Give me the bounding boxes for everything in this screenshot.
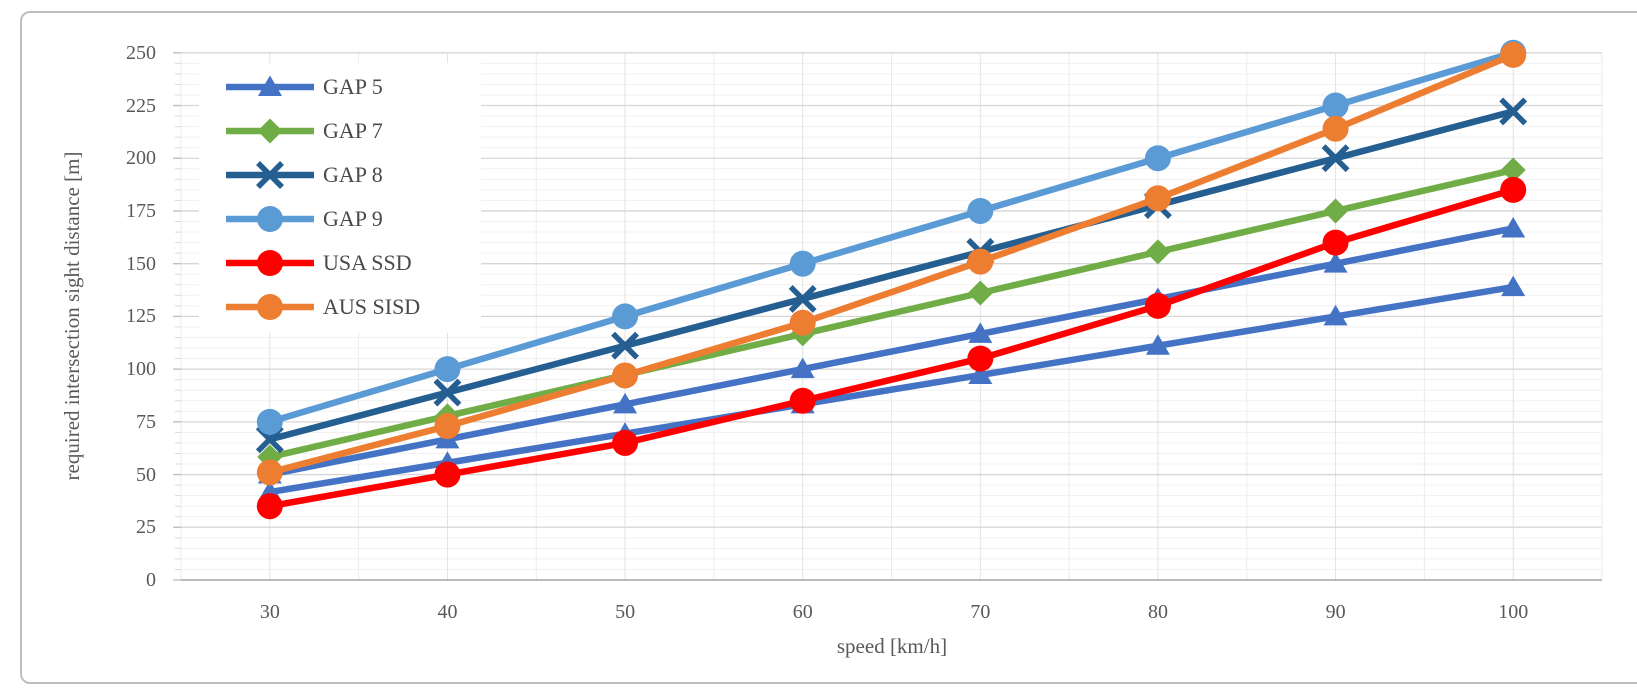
marker-usa-ssd-50 [612, 429, 639, 456]
y-tick-label-200: 200 [126, 147, 156, 170]
legend-item-usa-ssd: USA SSD [199, 241, 481, 285]
marker-usa-ssd-80 [1144, 292, 1171, 319]
marker-gap-9-60 [789, 250, 816, 277]
marker-gap-7-90 [1323, 198, 1349, 224]
x-tick-label-100: 100 [1498, 601, 1529, 623]
legend-swatch-usa-ssd [226, 250, 314, 276]
legend-item-gap-8: GAP 8 [199, 153, 481, 197]
y-axis-title: required intersection sight distance [m] [60, 151, 84, 481]
y-tick-label-225: 225 [126, 94, 156, 117]
y-tick-label-175: 175 [126, 199, 156, 222]
legend-item-gap-7: GAP 7 [199, 109, 481, 153]
marker-gap-6-60 [790, 357, 815, 379]
x-icon [256, 161, 284, 189]
triangle-icon [258, 75, 282, 96]
marker-gap-7-80 [1145, 239, 1171, 265]
legend-swatch-gap-8 [226, 161, 314, 189]
legend-swatch-gap-9 [226, 206, 314, 232]
legend-label: GAP 8 [323, 162, 383, 187]
x-tick-label-90: 90 [1325, 601, 1346, 623]
marker-gap-7-70 [967, 280, 993, 306]
legend-label: USA SSD [323, 250, 412, 275]
marker-aus-sisd-30 [256, 459, 283, 486]
marker-gap-8-50 [611, 331, 640, 360]
legend-item-gap-5: GAP 5 [199, 65, 481, 109]
marker-usa-ssd-100 [1500, 176, 1527, 203]
marker-usa-ssd-40 [434, 461, 461, 488]
marker-aus-sisd-100 [1500, 41, 1527, 68]
y-tick-label-75: 75 [136, 410, 156, 433]
marker-gap-9-30 [256, 408, 283, 435]
series-aus-sisd [256, 41, 1527, 486]
marker-gap-8-60 [788, 284, 817, 313]
marker-usa-ssd-70 [967, 345, 994, 372]
x-tick-label-30: 30 [259, 601, 280, 623]
legend-label: GAP 9 [323, 206, 383, 231]
x-tick-label-80: 80 [1147, 601, 1168, 623]
legend-item-aus-sisd: AUS SISD [199, 285, 481, 329]
marker-aus-sisd-80 [1144, 185, 1171, 212]
circle-icon [257, 250, 283, 276]
y-tick-label-50: 50 [136, 463, 156, 486]
marker-aus-sisd-40 [434, 413, 461, 440]
legend-swatch-aus-sisd [226, 294, 314, 320]
x-axis-title: speed [km/h] [836, 634, 948, 658]
marker-gap-8-100 [1499, 97, 1528, 126]
marker-gap-5-80 [1145, 334, 1170, 355]
x-tick-label-60: 60 [792, 601, 813, 623]
marker-aus-sisd-50 [612, 362, 639, 389]
y-tick-label-25: 25 [136, 516, 156, 539]
y-axis-ticks [173, 52, 181, 581]
marker-usa-ssd-90 [1322, 229, 1349, 256]
legend: GAP 5 GAP 7 GAP 8 GAP 9 USA SSD AUS SISD [199, 63, 481, 333]
marker-gap-8-40 [433, 378, 462, 407]
diamond-icon [257, 118, 283, 144]
marker-gap-9-40 [434, 356, 461, 383]
circle-icon [257, 206, 283, 232]
x-tick-label-50: 50 [615, 601, 636, 623]
marker-gap-9-70 [967, 197, 994, 224]
y-tick-label-250: 250 [126, 41, 156, 64]
marker-gap-9-80 [1144, 145, 1171, 172]
y-tick-label-0: 0 [146, 569, 156, 591]
marker-aus-sisd-90 [1322, 115, 1349, 142]
x-tick-label-70: 70 [970, 601, 991, 623]
legend-label: GAP 5 [323, 74, 383, 99]
legend-swatch-gap-7 [226, 118, 314, 144]
marker-aus-sisd-70 [967, 248, 994, 275]
marker-gap-5-70 [968, 363, 993, 385]
legend-label: AUS SISD [323, 294, 421, 319]
y-tick-label-125: 125 [126, 305, 156, 328]
marker-gap-9-50 [612, 303, 639, 330]
circle-icon [257, 294, 283, 320]
marker-gap-6-100 [1501, 216, 1526, 238]
legend-label: GAP 7 [323, 118, 383, 143]
marker-usa-ssd-30 [256, 493, 283, 520]
marker-gap-6-90 [1323, 252, 1348, 273]
y-tick-label-150: 150 [126, 252, 156, 275]
marker-gap-5-100 [1501, 275, 1526, 297]
marker-gap-9-90 [1322, 92, 1349, 119]
y-tick-label-100: 100 [126, 358, 156, 381]
marker-gap-6-70 [968, 322, 993, 343]
x-tick-label-40: 40 [437, 601, 458, 623]
marker-gap-8-90 [1321, 144, 1350, 173]
series-usa-ssd [256, 176, 1527, 520]
legend-item-gap-9: GAP 9 [199, 197, 481, 241]
marker-aus-sisd-60 [789, 309, 816, 336]
marker-gap-6-50 [613, 392, 638, 414]
marker-gap-7-100 [1500, 157, 1526, 183]
legend-swatch-gap-5 [226, 75, 314, 96]
marker-usa-ssd-60 [789, 387, 816, 414]
marker-gap-5-90 [1323, 304, 1348, 326]
